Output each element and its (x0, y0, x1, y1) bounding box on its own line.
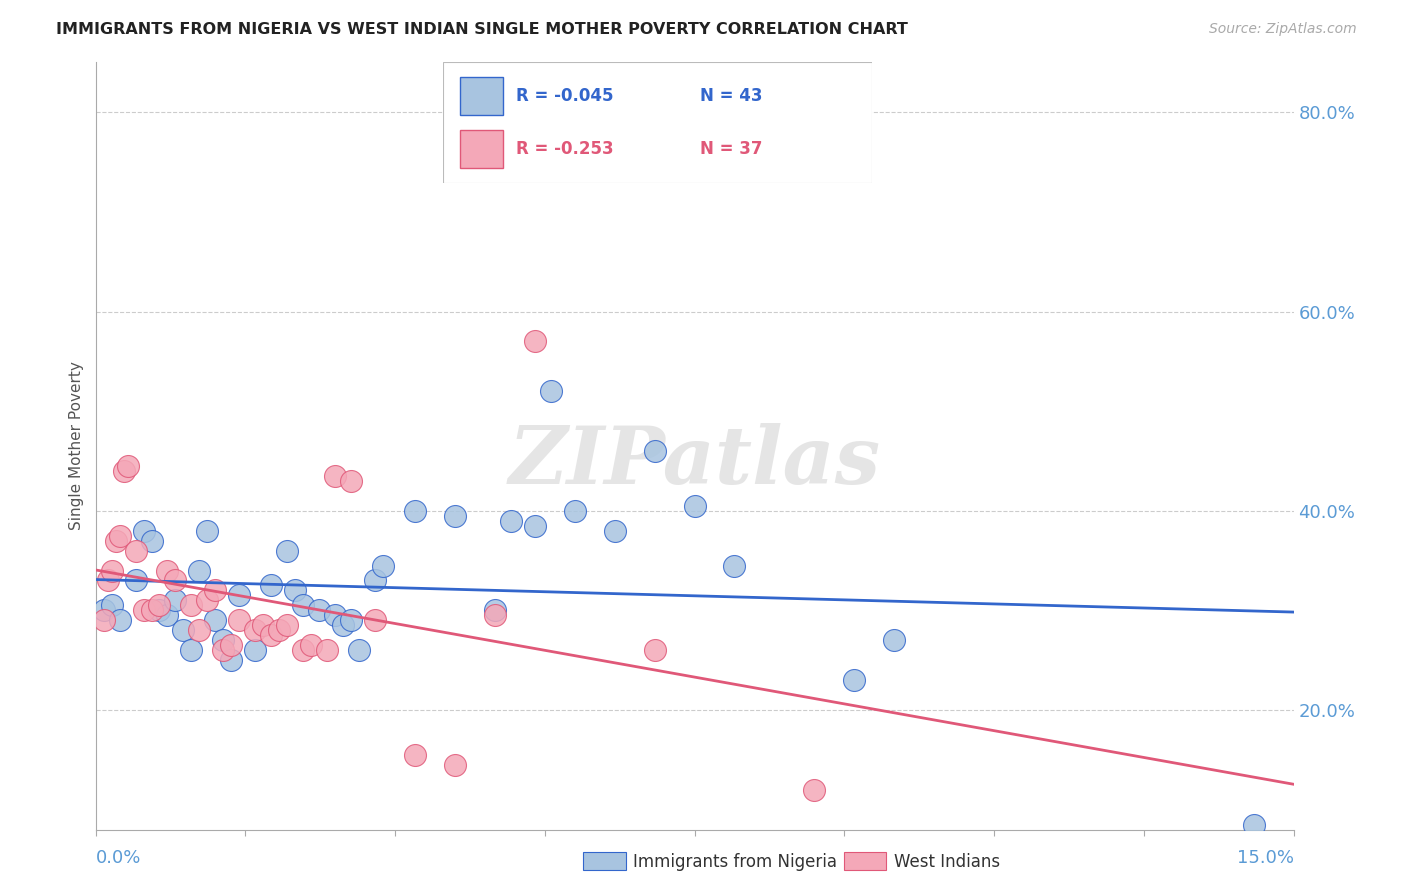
Point (165, 574, 187, 588)
Point (292, 643, 315, 657)
Y-axis label: Single Mother Poverty: Single Mother Poverty (69, 361, 84, 531)
Text: 0.0%: 0.0% (96, 849, 141, 867)
Point (603, 524, 626, 538)
Point (104, 533, 127, 548)
Point (644, 643, 666, 657)
Point (484, 608, 506, 623)
Point (141, 533, 163, 548)
Point (124, 543, 146, 558)
Point (323, 608, 346, 623)
Point (197, 593, 219, 607)
Text: R = -0.253: R = -0.253 (516, 140, 613, 158)
Point (644, 444, 666, 458)
Point (723, 558, 745, 573)
Point (299, 638, 322, 652)
Bar (460, 77, 503, 115)
Point (197, 524, 219, 538)
Point (1243, 817, 1265, 831)
Point (260, 578, 283, 592)
Point (100, 564, 122, 578)
Point (523, 334, 546, 349)
Point (108, 613, 131, 627)
Text: Immigrants from Nigeria: Immigrants from Nigeria (633, 853, 837, 871)
Point (364, 574, 387, 588)
Point (276, 543, 298, 558)
Point (444, 508, 467, 523)
Text: Source: ZipAtlas.com: Source: ZipAtlas.com (1209, 22, 1357, 37)
Point (683, 499, 706, 513)
Text: IMMIGRANTS FROM NIGERIA VS WEST INDIAN SINGLE MOTHER POVERTY CORRELATION CHART: IMMIGRANTS FROM NIGERIA VS WEST INDIAN S… (56, 22, 908, 37)
Point (180, 599, 202, 613)
Point (276, 618, 298, 632)
Point (132, 524, 155, 538)
Point (364, 613, 387, 627)
Point (132, 603, 155, 617)
Point (371, 558, 394, 573)
Point (165, 593, 187, 607)
Point (540, 384, 562, 399)
Point (245, 624, 267, 638)
Point (180, 643, 202, 657)
Point (316, 643, 339, 657)
Point (292, 599, 315, 613)
Text: West Indians: West Indians (894, 853, 1000, 871)
Point (523, 518, 546, 533)
Point (93, 603, 115, 617)
Point (803, 782, 825, 797)
Point (404, 504, 426, 518)
Point (484, 603, 506, 617)
Point (93, 613, 115, 627)
Point (323, 469, 346, 483)
Point (156, 564, 179, 578)
Point (156, 608, 179, 623)
Text: N = 37: N = 37 (700, 140, 762, 158)
Point (108, 529, 131, 543)
Point (141, 603, 163, 617)
Point (340, 613, 363, 627)
Point (444, 757, 467, 772)
Point (347, 643, 370, 657)
Point (188, 624, 211, 638)
Point (148, 599, 170, 613)
Point (245, 643, 267, 657)
Point (100, 599, 122, 613)
Point (97, 574, 120, 588)
Text: N = 43: N = 43 (700, 87, 762, 105)
Point (204, 613, 226, 627)
Point (340, 474, 363, 488)
Point (284, 583, 307, 598)
Point (188, 564, 211, 578)
Point (564, 504, 586, 518)
Point (228, 613, 250, 627)
Point (117, 458, 139, 473)
Point (499, 514, 522, 528)
Point (332, 618, 354, 632)
Point (252, 618, 274, 632)
Point (204, 583, 226, 598)
Point (269, 624, 291, 638)
Point (308, 603, 330, 617)
Bar (460, 130, 503, 169)
Point (212, 643, 235, 657)
Point (404, 747, 426, 762)
Point (260, 628, 283, 642)
Point (221, 653, 243, 667)
Text: ZIPatlas: ZIPatlas (509, 423, 880, 500)
Point (148, 603, 170, 617)
Point (124, 574, 146, 588)
FancyBboxPatch shape (443, 62, 872, 183)
Point (112, 464, 135, 478)
Point (212, 633, 235, 648)
Text: R = -0.045: R = -0.045 (516, 87, 613, 105)
Point (172, 624, 194, 638)
Point (883, 633, 905, 648)
Point (844, 673, 866, 687)
Point (221, 638, 243, 652)
Point (228, 589, 250, 603)
Text: 15.0%: 15.0% (1236, 849, 1294, 867)
